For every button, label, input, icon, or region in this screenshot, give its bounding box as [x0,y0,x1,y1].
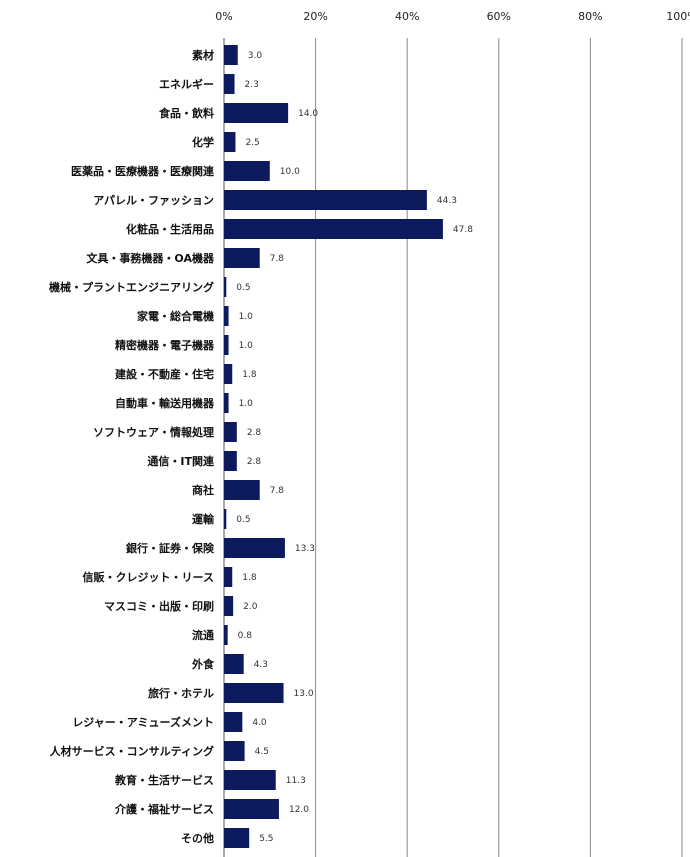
bar [224,567,233,587]
value-label: 2.8 [247,428,262,438]
bar [224,248,260,268]
category-label: 運輸 [192,512,215,526]
bar [224,625,228,645]
x-tick-label: 80% [578,10,602,23]
category-label: 化学 [192,135,214,149]
bar [224,393,229,413]
bar [224,161,270,181]
category-label: エネルギー [159,77,214,91]
category-label: 機械・プラントエンジニアリング [49,280,214,294]
category-label: 商社 [192,483,214,497]
bar [224,45,238,65]
x-tick-label: 40% [395,10,419,23]
value-label: 1.0 [239,312,254,322]
bar [224,103,289,123]
value-label: 4.3 [254,660,268,670]
x-tick-label: 100% [666,10,690,23]
category-label: アパレル・ファッション [93,194,214,207]
bar [224,741,245,761]
value-label: 2.3 [245,80,259,90]
category-label: 教育・生活サービス [114,773,214,787]
value-label: 2.8 [247,457,262,467]
bar [224,799,279,819]
category-label: 素材 [192,48,214,62]
value-label: 4.5 [255,747,269,757]
category-label: その他 [181,831,214,845]
value-label: 47.8 [453,225,473,235]
value-label: 5.5 [259,834,273,844]
bar [224,596,234,616]
category-label: 旅行・ホテル [148,686,214,700]
category-label: 建設・不動産・住宅 [115,367,214,381]
value-labels: 3.0 2.3 14.0 2.5 10.0 44.3 47.8 7.8 0.5 1.0 1.0 1.8… [236,51,473,844]
bar [224,538,285,558]
x-tick-label: 0% [215,10,232,23]
value-label: 14.0 [298,109,318,119]
bar [224,132,236,152]
category-label: 銀行・証券・保険 [126,541,215,555]
bar [224,712,243,732]
x-axis-ticks: 0% 20% 40% 60% 80% 100% [215,10,690,23]
value-label: 3.0 [248,51,263,61]
value-label: 44.3 [437,196,457,206]
value-label: 11.3 [286,776,306,786]
grid-layer [223,38,683,857]
category-label: 化粧品・生活用品 [126,222,214,236]
x-tick-label: 60% [487,10,511,23]
bar [224,364,233,384]
value-label: 1.0 [239,399,254,409]
bar [224,335,229,355]
bar [224,770,276,790]
category-label: 外食 [191,657,215,671]
value-label: 13.3 [295,544,315,554]
category-label: 食品・飲料 [159,106,214,120]
value-label: 7.8 [270,254,285,264]
bar [224,277,227,297]
category-label: 信販・クレジット・リース [83,570,214,584]
value-label: 2.0 [243,602,258,612]
value-label: 2.5 [245,138,259,148]
bar [224,74,235,94]
bar [224,654,244,674]
value-label: 0.5 [236,515,250,525]
value-label: 7.8 [270,486,285,496]
category-label: 通信・IT関連 [147,454,215,468]
value-label: 10.0 [280,167,300,177]
category-label: マスコミ・出版・印刷 [104,599,214,613]
bar [224,480,260,500]
category-labels: 素材エネルギー食品・飲料化学医薬品・医療機器・医療関連アパレル・ファッション化粧… [49,48,215,845]
value-label: 0.8 [238,631,253,641]
category-label: 医薬品・医療機器・医療関連 [71,164,215,178]
value-label: 1.0 [239,341,254,351]
value-label: 1.8 [242,573,257,583]
value-label: 13.0 [294,689,314,699]
value-label: 12.0 [289,805,309,815]
category-label: 家電・総合電機 [137,309,214,323]
bar [224,451,237,471]
category-label: 介護・福祉サービス [114,802,214,816]
bar [224,683,284,703]
value-label: 1.8 [242,370,257,380]
value-label: 0.5 [236,283,250,293]
bar [224,190,427,210]
category-label: 文具・事務機器・OA機器 [86,251,215,265]
bar [224,306,229,326]
category-label: 流通 [192,628,214,642]
category-label: 自動車・輸送用機器 [115,396,215,410]
bar [224,828,250,848]
bars-layer [224,45,443,848]
value-label: 4.0 [252,718,267,728]
category-label: ソフトウェア・情報処理 [93,425,214,439]
bar [224,219,443,239]
category-label: レジャー・アミューズメント [72,715,214,729]
x-tick-label: 20% [303,10,327,23]
category-label: 精密機器・電子機器 [115,338,215,352]
category-label: 人材サービス・コンサルティング [50,744,214,758]
bar [224,509,227,529]
bar [224,422,237,442]
